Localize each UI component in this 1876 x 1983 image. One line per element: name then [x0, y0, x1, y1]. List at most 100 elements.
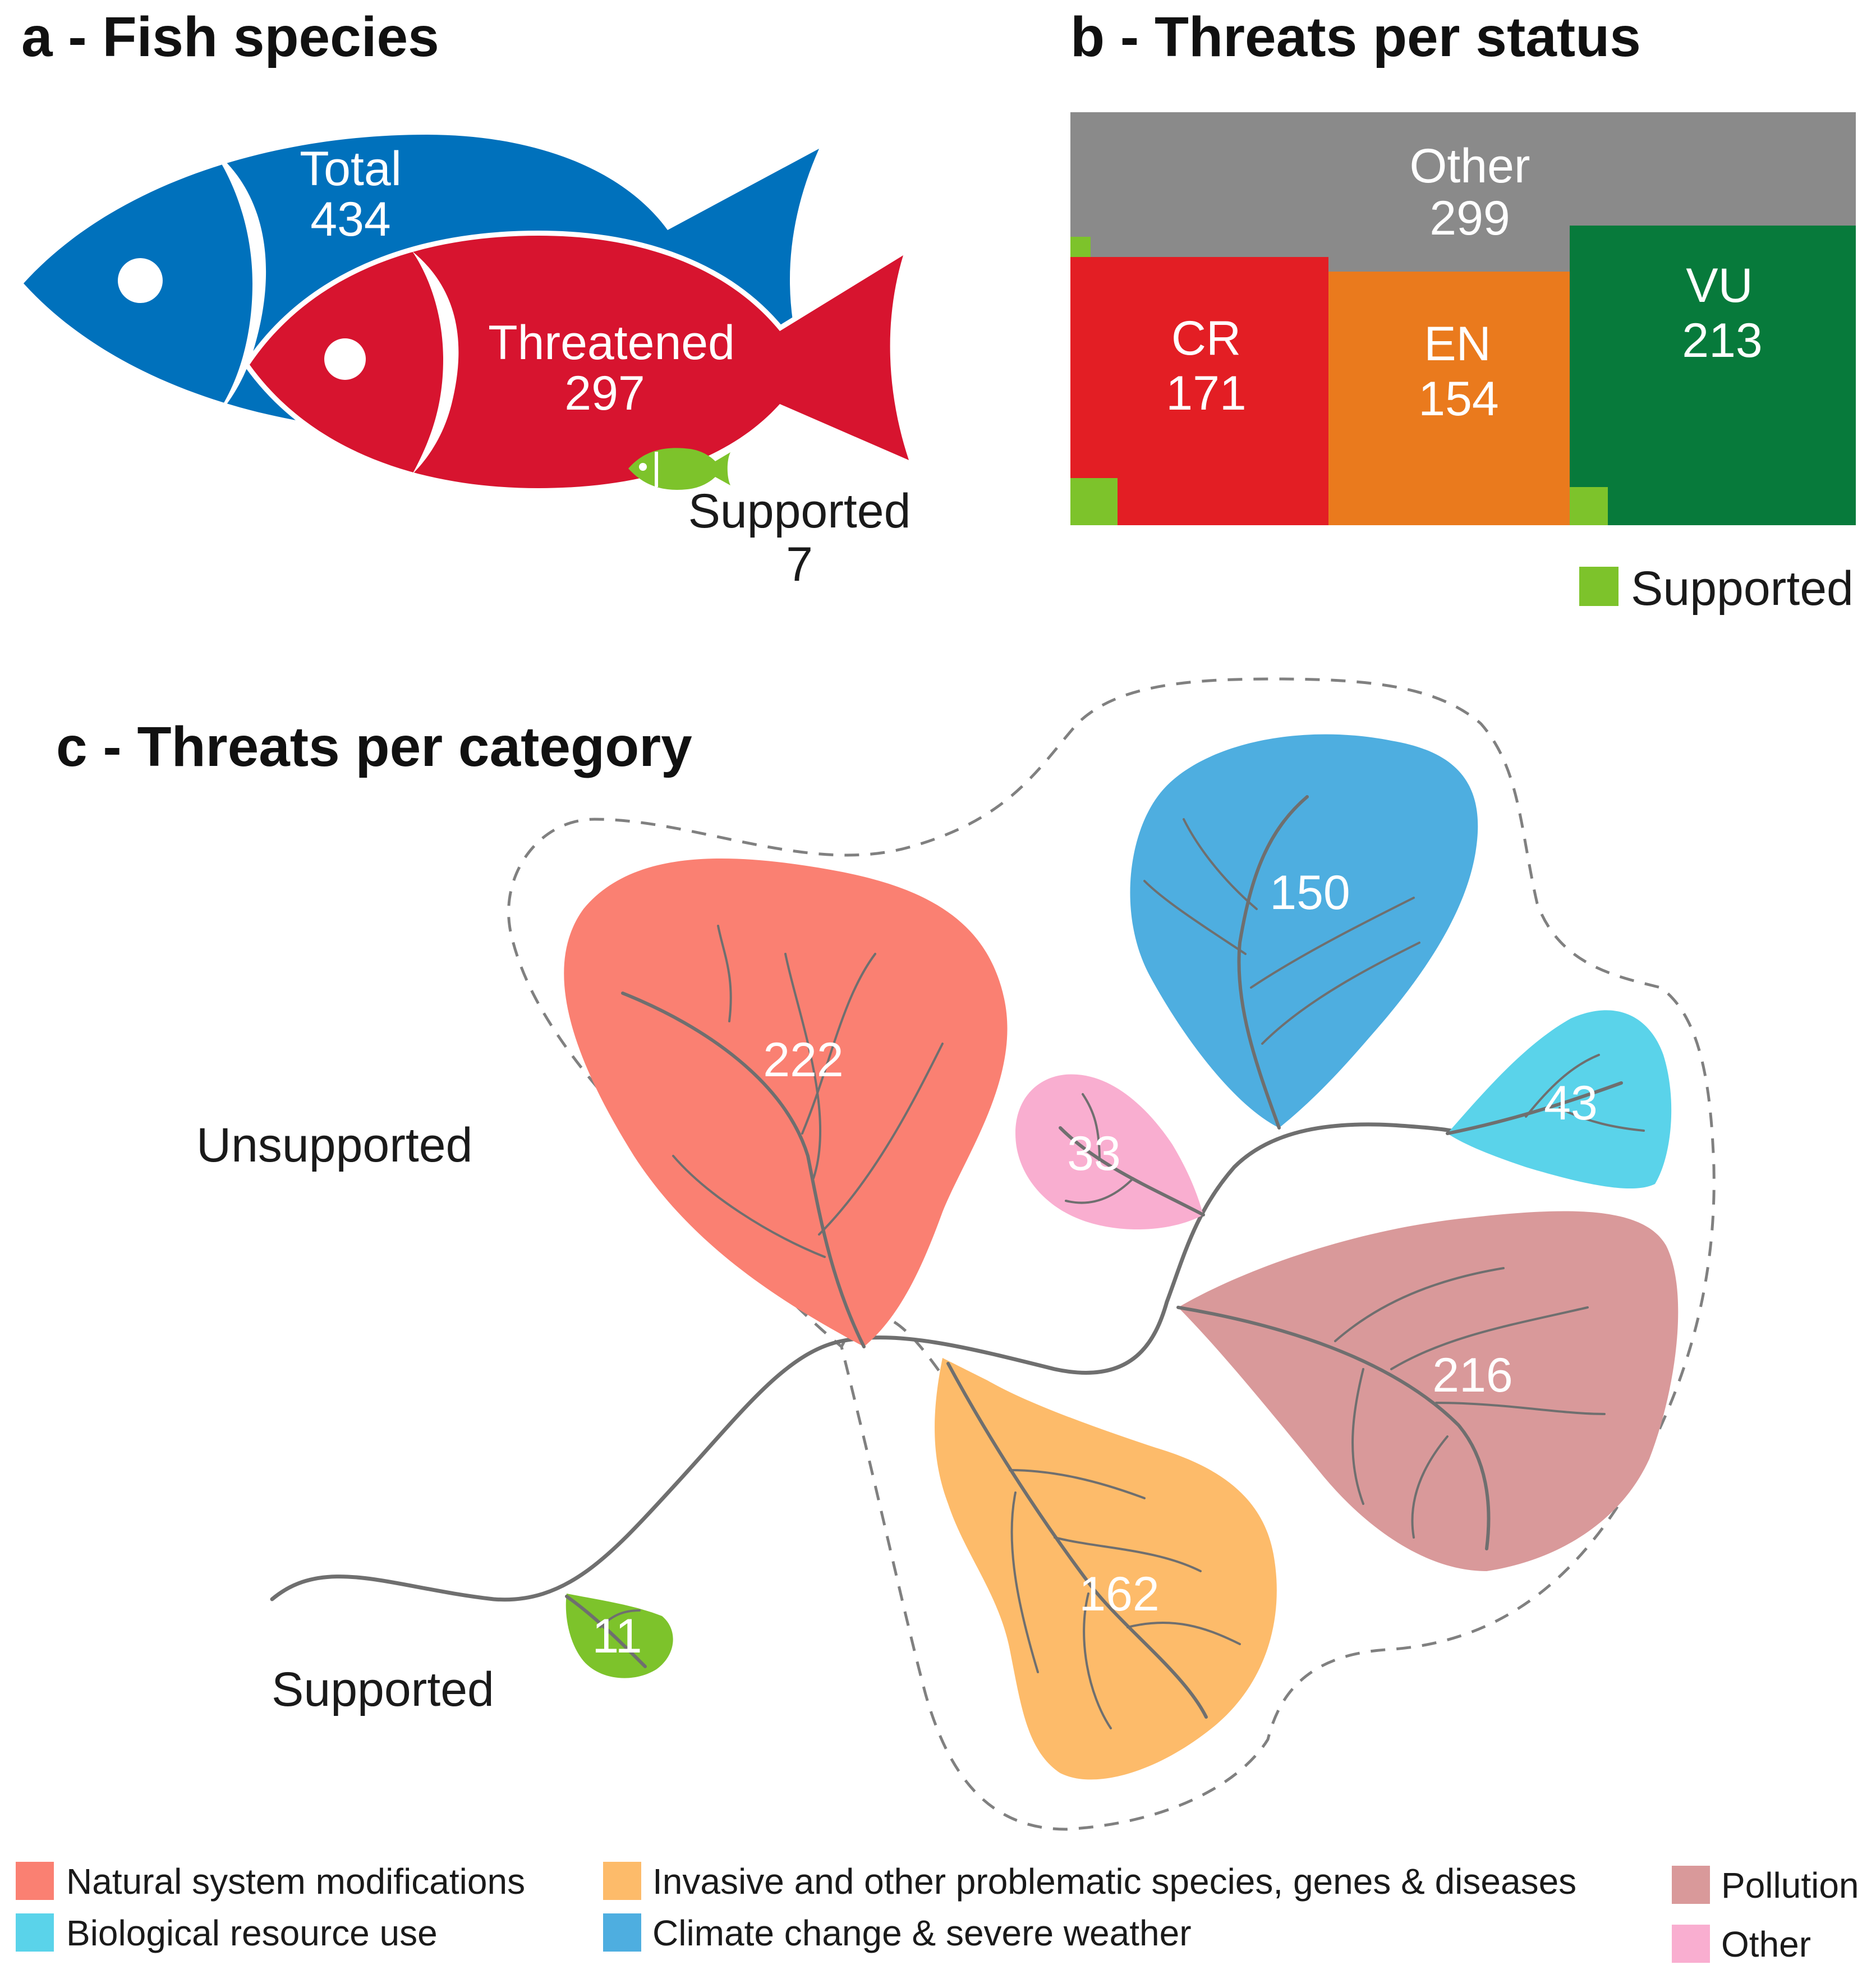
panel-c-title: c - Threats per category [56, 715, 692, 778]
treemap-en-label: EN [1424, 317, 1491, 371]
leaf-invasive-vein [1126, 1621, 1241, 1645]
leaf-supported-vein [599, 1609, 641, 1628]
treemap-cr-value: 171 [1166, 366, 1247, 420]
legend-label-natural-system: Natural system modifications [66, 1861, 525, 1902]
leaf-pollution-vein [1334, 1267, 1505, 1342]
leaf-pollution-shape [1178, 1211, 1679, 1571]
fish-threatened-label: Threatened [488, 316, 735, 370]
treemap-other-supported [1070, 237, 1091, 257]
legend-swatch-biological [16, 1913, 54, 1952]
leaf-pollution-vein [1435, 1402, 1606, 1415]
fish-threatened-value: 297 [564, 366, 645, 420]
leaf-biological-vein [1558, 1107, 1645, 1132]
leaf-natural-system-shape [564, 858, 1008, 1347]
fish-threatened-body [250, 236, 909, 488]
fish-total-label: Total [300, 142, 402, 196]
fish-total-gill [208, 150, 266, 426]
treemap-legend-label: Supported [1631, 562, 1854, 616]
treemap-other-value: 299 [1429, 191, 1510, 245]
leaf-natural-system-vein [717, 925, 732, 1022]
legend-label-invasive: Invasive and other problematic species, … [652, 1861, 1576, 1902]
leaf-climate: 150 [1130, 734, 1478, 1130]
leaf-other-midrib [1059, 1126, 1205, 1217]
fish-supported-label: Supported [688, 484, 911, 538]
leaf-natural-system-midrib [621, 992, 866, 1348]
leaf-pollution-vein [1390, 1306, 1589, 1370]
leaf-natural-system-vein [784, 953, 822, 1179]
leaf-biological-midrib [1446, 1081, 1623, 1135]
leaf-supported-midrib [565, 1595, 647, 1668]
group-label-supported: Supported [272, 1663, 494, 1716]
leaf-biological-vein [1525, 1054, 1600, 1118]
leaf-other-value: 33 [1067, 1127, 1121, 1181]
leaf-other: 33 [1015, 1074, 1205, 1230]
leaf-natural-system-value: 222 [763, 1033, 844, 1087]
treemap-vu-rect [1570, 226, 1856, 525]
leaf-natural-system-vein [818, 1043, 944, 1236]
leaf-invasive-midrib [946, 1362, 1208, 1719]
fish-threatened: Threatened 297 [245, 231, 914, 493]
panel-b-title: b - Threats per status [1070, 6, 1641, 68]
legend-swatch-natural-system [16, 1862, 54, 1900]
leaf-pollution: 216 [1176, 1211, 1679, 1571]
treemap-cr-label: CR [1171, 311, 1241, 365]
leaf-natural-system-vein [672, 1155, 826, 1258]
fish-threatened-gill [412, 251, 459, 474]
leaf-natural-system-vein [801, 953, 876, 1135]
group-label-unsupported: Unsupported [196, 1118, 472, 1172]
legend-label-biological: Biological resource use [66, 1913, 438, 1953]
leaf-climate-shape [1130, 734, 1478, 1128]
leaf-invasive-vein [1009, 1469, 1146, 1499]
legend-swatch-other [1672, 1925, 1710, 1963]
leaf-pollution-vein [1411, 1435, 1449, 1539]
leaf-invasive-shape [935, 1358, 1277, 1780]
leaf-climate-vein [1250, 897, 1415, 989]
unsupported-outline [507, 677, 1716, 1831]
fish-threatened-eye [324, 338, 366, 380]
leaf-biological-shape [1447, 1010, 1672, 1189]
leaf-pollution-midrib [1176, 1306, 1491, 1550]
leaf-other-vein [1082, 1093, 1101, 1163]
fish-total-eye [118, 258, 163, 303]
panel-a-title: a - Fish species [21, 6, 439, 68]
leaf-climate-vein [1183, 818, 1258, 910]
treemap-vu-label: VU [1686, 259, 1753, 313]
legend-swatch-invasive [603, 1862, 641, 1900]
leaf-biological-value: 43 [1544, 1076, 1598, 1130]
leaf-invasive-value: 162 [1079, 1567, 1160, 1621]
treemap-cr-supported [1070, 478, 1118, 525]
treemap-other-label: Other [1409, 139, 1530, 193]
fish-total-value: 434 [310, 192, 391, 246]
legend-swatch-pollution [1672, 1866, 1710, 1904]
treemap-en-value: 154 [1418, 372, 1499, 426]
leaf-invasive-vein [1054, 1536, 1202, 1572]
legend-label-climate: Climate change & severe weather [652, 1913, 1192, 1953]
treemap-vu-value: 213 [1682, 314, 1763, 368]
leaf-biological: 43 [1446, 1010, 1672, 1189]
fish-supported-eye [639, 463, 647, 471]
leaf-natural-system: 222 [564, 858, 1008, 1348]
leaf-supported-value: 11 [592, 1609, 642, 1663]
fish-supported-shape [628, 448, 730, 490]
leaf-other-vein [1065, 1177, 1134, 1204]
fish-supported: Supported 7 [628, 448, 911, 591]
tree-trunk [270, 1122, 1483, 1602]
leaf-pollution-vein [1351, 1368, 1364, 1505]
leaf-invasive: 162 [935, 1358, 1277, 1780]
leaf-invasive-vein [1083, 1592, 1112, 1729]
fish-supported-value: 7 [786, 538, 813, 591]
leaf-supported: 11 [565, 1594, 673, 1678]
legend-swatch-climate [603, 1913, 641, 1952]
leaf-climate-value: 150 [1270, 866, 1350, 920]
leaf-climate-midrib [1237, 795, 1309, 1130]
category-legend: Natural system modifications Biological … [16, 1861, 1859, 1964]
leaf-pollution-value: 216 [1432, 1348, 1513, 1402]
leaf-invasive-vein [1010, 1491, 1039, 1673]
treemap-en-rect [1328, 272, 1570, 525]
leaf-climate-vein [1143, 880, 1247, 955]
leaf-climate-vein [1261, 942, 1420, 1045]
treemap-vu-supported [1570, 487, 1608, 525]
treemap-legend-swatch [1579, 567, 1618, 606]
treemap: Other 299 CR 171 EN 154 VU 213 Supported [1070, 112, 1856, 616]
